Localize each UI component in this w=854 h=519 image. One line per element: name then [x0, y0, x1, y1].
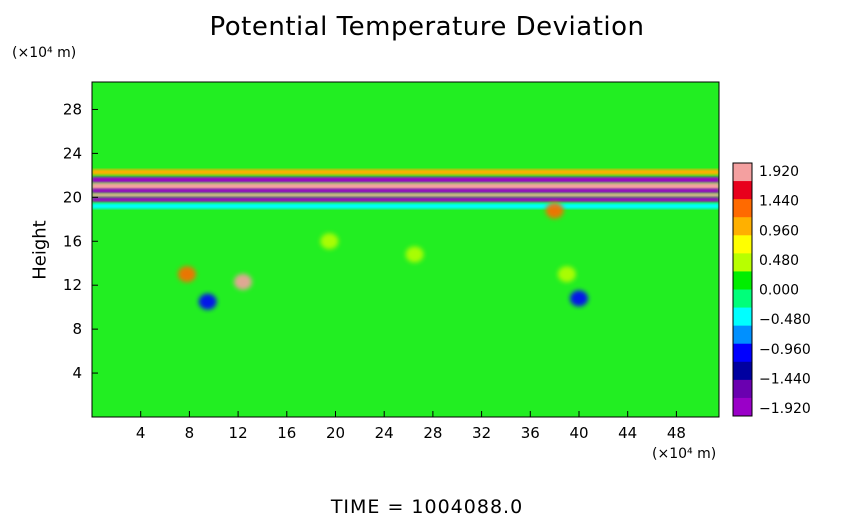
colorbar-label: 1.920: [759, 164, 799, 180]
time-label: TIME = 1004088.0: [330, 496, 524, 518]
band-4: [92, 197, 719, 202]
blob-7: [233, 273, 252, 290]
colorbar-swatch: [733, 343, 752, 363]
colorbar-swatch: [733, 397, 752, 417]
colorbar-label: 0.000: [759, 283, 799, 299]
colorbar: 1.920 1.440 0.960 0.480 0.000 −0.480 −0.960 −1.…: [732, 162, 811, 417]
x-tick-label: 8: [185, 424, 195, 442]
y-axis: 4 8 12 16 20 24 28: [63, 100, 98, 382]
colorbar-swatch: [733, 379, 752, 399]
y-tick-label: 16: [63, 232, 82, 250]
colorbar-swatch: [733, 163, 752, 182]
y-tick-label: 28: [63, 100, 82, 118]
colorbar-label: 0.960: [759, 223, 799, 239]
x-tick-label: 28: [423, 424, 442, 442]
blob-14: [557, 266, 576, 283]
x-tick-label: 20: [326, 424, 345, 442]
field-background: [92, 82, 719, 417]
colorbar-label: −0.960: [759, 342, 811, 358]
x-axis: 4 8 12 16 20 24 28 32 36 40 44 48: [136, 411, 686, 442]
colorbar-swatch: [733, 271, 752, 290]
colorbar-swatch: [733, 325, 752, 345]
band-2: [92, 188, 719, 193]
y-axis-unit: (×10⁴ m): [12, 45, 77, 61]
band-1: [92, 183, 719, 190]
colorbar-frame: [732, 162, 753, 417]
blob-10: [569, 290, 588, 307]
colorbar-label: 1.440: [759, 194, 799, 210]
colorbar-label: −1.920: [759, 401, 811, 417]
x-tick-label: 4: [136, 424, 146, 442]
x-tick-label: 44: [618, 424, 637, 442]
colorbar-swatch: [733, 217, 752, 236]
x-axis-unit: (×10⁴ m): [652, 446, 717, 462]
colorbar-swatch: [733, 289, 752, 309]
blob-8: [177, 266, 196, 283]
colorbar-swatch: [733, 361, 752, 381]
colorbar-swatch: [733, 181, 752, 200]
colorbar-label: −0.480: [759, 312, 811, 328]
colorbar-swatch: [733, 235, 752, 254]
colorbar-swatch: [733, 307, 752, 327]
colorbar-label: −1.440: [759, 371, 811, 387]
blob-13: [320, 233, 339, 250]
plot-area: [92, 82, 719, 417]
colorbar-swatch: [733, 253, 752, 272]
y-tick-label: 4: [72, 364, 82, 382]
x-tick-label: 16: [277, 424, 296, 442]
colorbar-label: 0.480: [759, 253, 799, 269]
chart-title: Potential Temperature Deviation: [209, 12, 645, 42]
blob-9: [198, 293, 217, 310]
blob-11: [545, 202, 564, 219]
x-tick-label: 24: [375, 424, 394, 442]
x-tick-label: 40: [569, 424, 588, 442]
y-tick-label: 24: [63, 144, 82, 162]
y-tick-label: 12: [63, 276, 82, 294]
band-0: [92, 177, 719, 183]
x-tick-label: 36: [521, 424, 540, 442]
y-tick-label: 8: [72, 320, 82, 338]
blob-12: [405, 246, 424, 263]
band-6: [92, 203, 719, 209]
plot-frame: [91, 81, 720, 418]
x-tick-label: 48: [667, 424, 686, 442]
y-tick-label: 20: [63, 188, 82, 206]
band-3: [92, 193, 719, 197]
x-tick-label: 12: [229, 424, 248, 442]
band-5: [92, 169, 719, 175]
x-tick-label: 32: [472, 424, 491, 442]
colorbar-swatch: [733, 199, 752, 218]
